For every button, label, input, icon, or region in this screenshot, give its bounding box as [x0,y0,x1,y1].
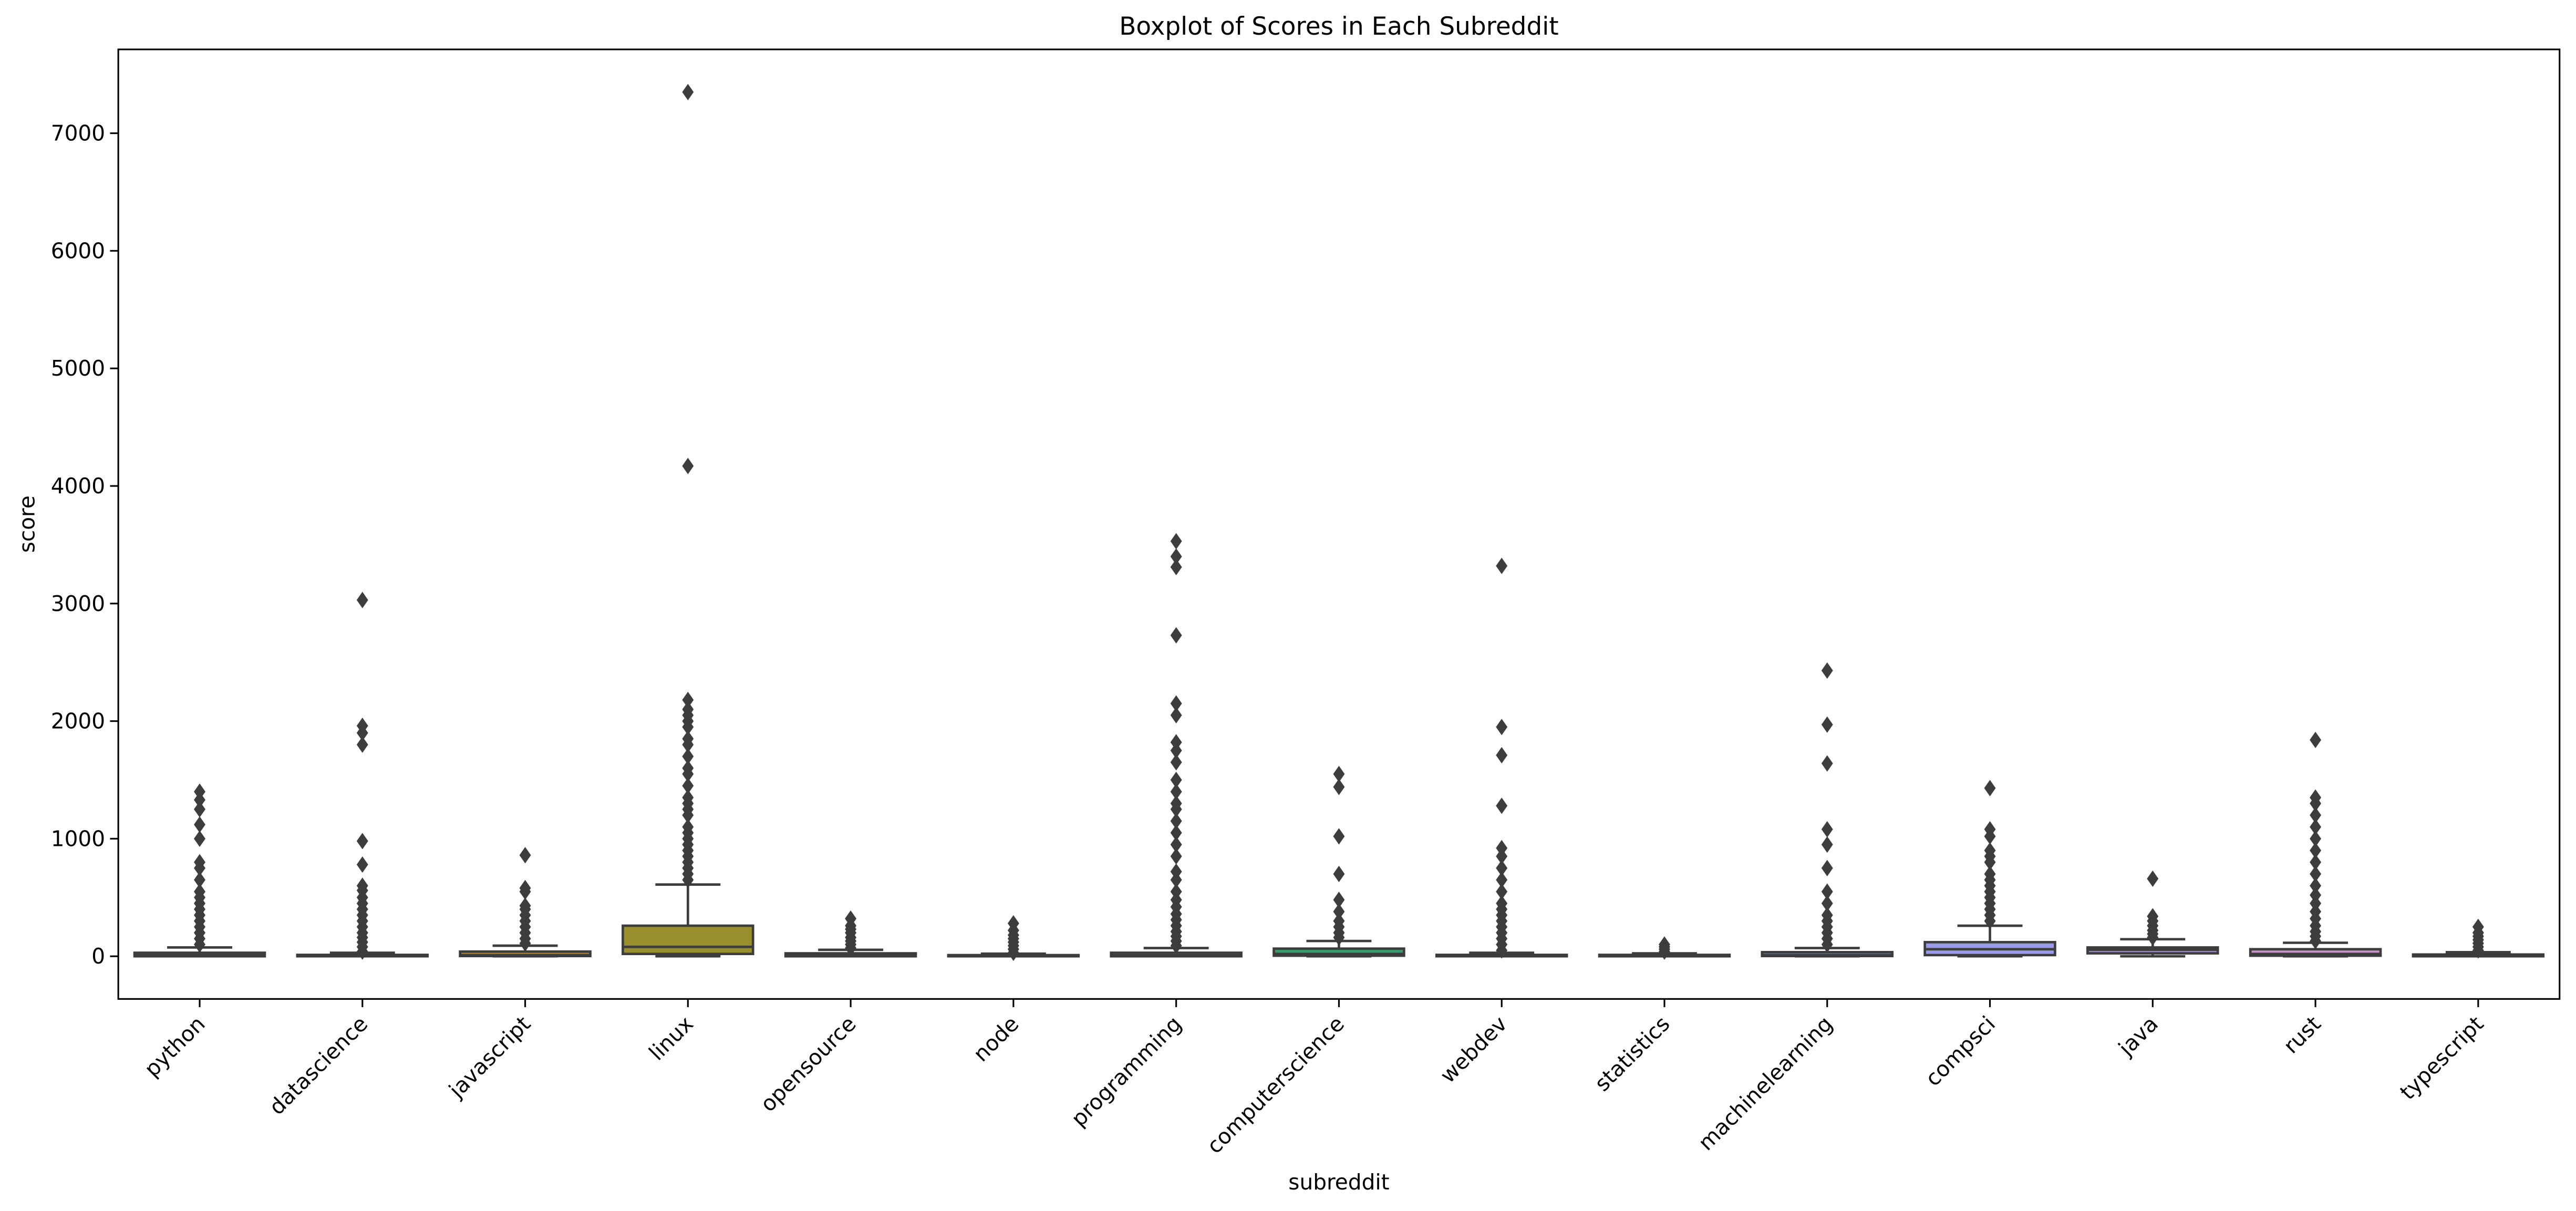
outlier [1496,848,1508,865]
y-tick-label: 4000 [51,473,105,499]
outlier [194,783,205,800]
outlier [194,872,205,888]
outlier [1170,533,1182,550]
outlier [682,730,694,747]
outlier [2310,887,2322,904]
outlier [845,910,857,927]
outlier [1984,842,1996,859]
x-axis-label: subreddit [1288,1169,1389,1195]
outlier [1496,895,1508,912]
outlier [1170,848,1182,865]
box [622,924,754,956]
y-tick-label: 0 [91,944,105,969]
y-tick-label: 1000 [51,826,105,851]
outlier [194,816,205,833]
y-tick-label: 5000 [51,356,105,381]
outlier [2310,877,2322,894]
outlier [1659,936,1670,953]
outlier [1496,860,1508,876]
outlier [1821,895,1833,912]
outlier [2310,830,2322,847]
outlier [1333,779,1345,795]
outlier [1333,865,1345,883]
outlier [682,458,694,474]
outlier [1333,828,1345,845]
outlier [2310,854,2322,871]
outlier [1821,821,1833,838]
outlier [1333,765,1345,782]
outlier [1821,716,1833,733]
outlier [1170,824,1182,841]
outlier [356,856,368,873]
outlier [1496,840,1508,856]
outlier [1170,783,1182,800]
y-tick-label: 6000 [51,238,105,263]
outlier [2310,895,2322,912]
outlier [1170,836,1182,853]
outlier [1984,865,1996,883]
outlier [1821,860,1833,876]
outlier [1496,883,1508,900]
outlier [519,847,531,864]
outlier [519,897,531,914]
outlier [356,736,368,753]
outlier [2310,903,2322,920]
outlier [1333,913,1345,929]
plot-frame [117,48,2561,1000]
outlier [2310,731,2322,749]
outlier [194,801,205,818]
outlier [356,833,368,850]
outlier [2310,842,2322,859]
outlier [1170,742,1182,759]
outlier [1170,872,1182,888]
outlier [1170,892,1182,908]
outlier [1170,863,1182,880]
outlier [356,592,368,608]
outlier [2147,908,2159,925]
outlier [682,760,694,777]
outlier [519,879,531,896]
y-tick-label: 7000 [51,121,105,146]
outlier [1821,907,1833,924]
outlier [194,791,205,809]
outlier [194,883,205,900]
outlier [682,778,694,794]
outlier [1496,747,1508,764]
outlier [2147,870,2159,887]
outlier [194,854,205,871]
outlier [194,830,205,847]
outlier [1821,836,1833,853]
y-tick-label: 2000 [51,709,105,734]
outlier [2310,806,2322,824]
outlier [1496,798,1508,814]
outlier [1333,903,1345,920]
outlier [1984,821,1996,838]
outlier [1170,883,1182,900]
outlier [1821,883,1833,900]
outlier [356,877,368,894]
y-axis-label: score [15,495,40,553]
outlier [1333,892,1345,908]
outlier [1496,872,1508,888]
outlier [1170,695,1182,712]
outlier [2472,918,2484,935]
outlier [1007,915,1019,932]
outlier [2310,865,2322,883]
y-tick-label: 3000 [51,591,105,616]
chart-title: Boxplot of Scores in Each Subreddit [1119,12,1558,41]
